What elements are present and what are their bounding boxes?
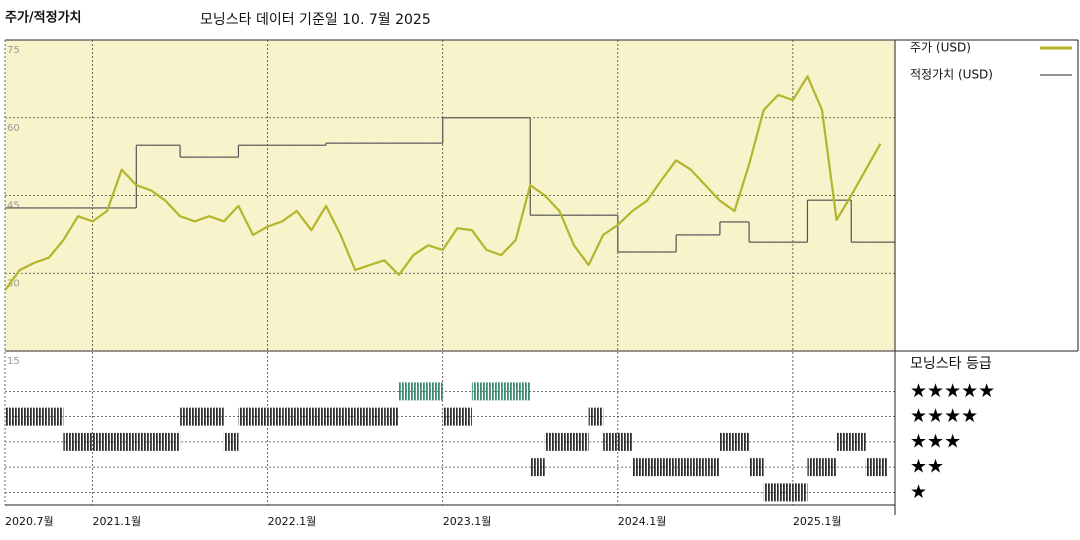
rating-bar [180, 407, 195, 426]
x-tick-label: 2022.1월 [268, 515, 317, 528]
x-tick-label: 2024.1월 [618, 515, 667, 528]
rating-bar [63, 432, 78, 451]
y-tick-label: 60 [7, 123, 20, 134]
rating-bar [209, 407, 224, 426]
rating-bar [778, 483, 793, 502]
x-tick-label: 2025.1월 [793, 515, 842, 528]
x-tick-label: 2021.1월 [93, 515, 142, 528]
rating-bar [822, 458, 837, 477]
legend-label: 적정가치 (USD) [910, 68, 993, 82]
y-tick-label: 45 [7, 201, 20, 212]
rating-bar [253, 407, 268, 426]
y-tick-label: ★ [910, 481, 927, 503]
rating-bar [530, 458, 545, 477]
y-tick-label: ★★★ [910, 430, 961, 452]
rating-bar [267, 407, 283, 426]
rating-bar [77, 432, 93, 451]
rating-bar [428, 382, 443, 401]
rating-bar [384, 407, 399, 426]
rating-bar [705, 458, 720, 477]
y-tick-label: ★★★★ [910, 405, 978, 427]
rating-bar [92, 432, 108, 451]
rating-bar [194, 407, 210, 426]
rating-bar [632, 458, 647, 477]
price-line [4, 75, 882, 292]
rating-bar [48, 407, 64, 426]
rating-bar [734, 432, 750, 451]
rating-bar [107, 432, 122, 451]
rating-bar [5, 407, 20, 426]
rating-bar [223, 432, 239, 451]
rating-bar [340, 407, 356, 426]
chart-subtitle: 모닝스타 데이터 기준일 10. 7월 2025 [200, 12, 431, 28]
chart-title: 주가/적정가치 [5, 10, 82, 26]
rating-bar [413, 382, 429, 401]
rating-bar [661, 458, 677, 477]
y-tick-label: 15 [7, 356, 20, 367]
rating-bar [282, 407, 297, 426]
rating-bar [136, 432, 151, 451]
rating-bar [719, 432, 735, 451]
rating-bar [807, 458, 823, 477]
rating-bar [501, 382, 516, 401]
rating-bar [325, 407, 341, 426]
rating-bar [398, 382, 414, 401]
rating-bar [690, 458, 706, 477]
rating-bar [486, 382, 502, 401]
rating-bar [749, 458, 764, 477]
rating-bar [880, 458, 887, 477]
rating-bar [763, 483, 779, 502]
legend-label: 주가 (USD) [910, 41, 971, 55]
y-tick-label: ★★ [910, 456, 944, 478]
rating-bar [617, 432, 633, 451]
y-tick-label: ★★★★★ [910, 380, 995, 402]
rating-bar [165, 432, 181, 451]
rating-bar [836, 432, 852, 451]
rating-bar [121, 432, 137, 451]
rating-bar [865, 458, 881, 477]
rating-bar [19, 407, 35, 426]
panel-title: 모닝스타 등급 [910, 356, 992, 372]
rating-bar [457, 407, 472, 426]
rating-bar [150, 432, 166, 451]
rating-bar [369, 407, 385, 426]
rating-bar [792, 483, 808, 502]
rating-bar [646, 458, 662, 477]
rating-bar [588, 407, 604, 426]
rating-bar [238, 407, 254, 426]
rating-bar [559, 432, 575, 451]
rating-bar [296, 407, 312, 426]
x-tick-label: 2023.1월 [443, 515, 492, 528]
rating-bar [676, 458, 691, 477]
x-tick-label: 2020.7월 [5, 515, 54, 528]
y-tick-label: 30 [7, 278, 20, 289]
rating-bar [544, 432, 560, 451]
rating-bar [311, 407, 326, 426]
rating-bar [851, 432, 866, 451]
rating-bar [574, 432, 589, 451]
rating-bar [34, 407, 49, 426]
rating-bar [515, 382, 531, 401]
y-tick-label: 75 [7, 45, 20, 56]
rating-bar [603, 432, 618, 451]
rating-bar [355, 407, 370, 426]
rating-bar [442, 407, 458, 426]
rating-bar [471, 382, 487, 401]
